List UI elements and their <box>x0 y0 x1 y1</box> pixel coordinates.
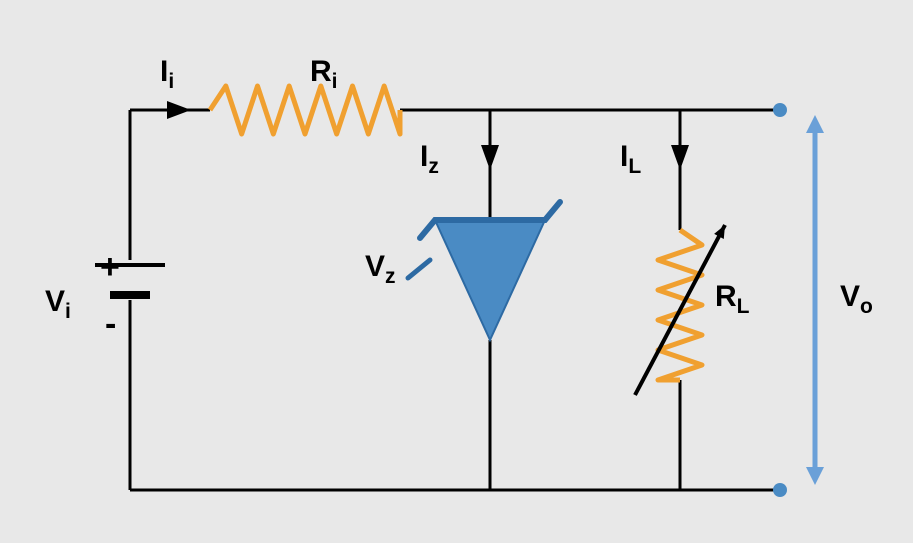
label-ii: Ii <box>160 55 174 94</box>
label-vi: Vi <box>45 285 71 324</box>
label-vz: Vz <box>365 250 396 289</box>
label-minus: - <box>105 305 116 344</box>
circuit-diagram: { "labels": { "Vi": "V", "Vi_sub": "i", … <box>0 0 913 543</box>
circuit-svg <box>0 0 913 543</box>
label-ri: Ri <box>310 55 338 94</box>
label-vo: Vo <box>840 280 873 319</box>
label-iz: Iz <box>420 140 439 179</box>
label-il: IL <box>620 140 641 179</box>
label-rl: RL <box>715 280 750 319</box>
label-plus: + <box>100 248 120 287</box>
